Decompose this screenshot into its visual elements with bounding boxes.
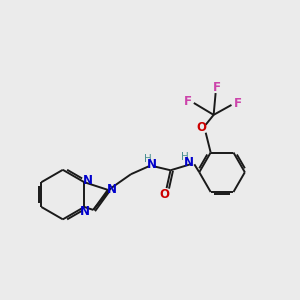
Text: F: F	[184, 95, 192, 109]
Text: O: O	[197, 121, 207, 134]
Text: N: N	[83, 174, 93, 187]
Text: N: N	[107, 183, 117, 196]
Text: H: H	[181, 152, 188, 162]
Text: F: F	[213, 81, 220, 94]
Text: O: O	[160, 188, 170, 200]
Text: N: N	[147, 158, 157, 171]
Text: N: N	[80, 206, 90, 218]
Text: H: H	[144, 154, 152, 164]
Text: F: F	[233, 98, 242, 110]
Text: N: N	[184, 156, 194, 169]
